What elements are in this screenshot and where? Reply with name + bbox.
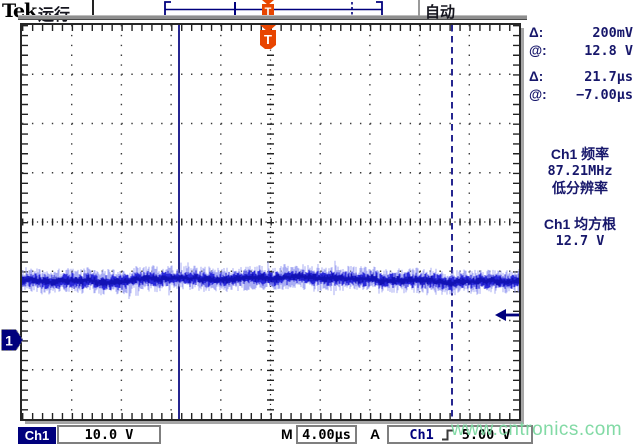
cursor-delta-t-value: 21.7µs (584, 69, 633, 85)
measurement-title: Ch1 均方根 (543, 216, 617, 232)
measurement-value: 87.21MHz (547, 163, 613, 179)
svg-text:T: T (265, 6, 272, 18)
watermark-text: www.cntronics.com (451, 419, 623, 440)
main-timebase-label: M (281, 426, 293, 442)
trigger-position-flag-icon: T (260, 25, 276, 49)
svg-text:1: 1 (5, 333, 13, 349)
cursor-delta-t-label: Δ: (529, 69, 544, 84)
ch1-volts-per-div-readout: 10.0 V (57, 425, 161, 444)
svg-text:T: T (264, 32, 272, 47)
trigger-mode-readout: 自动 (425, 4, 456, 21)
cursor-delta-v-row: Δ: 200mV (524, 24, 636, 42)
trigger-source: Ch1 (409, 426, 434, 443)
cursor-at-v-value: 12.8 V (584, 43, 633, 59)
cursor-at-v-label: @: (529, 43, 547, 58)
cursor-delta-t-row: Δ: 21.7µs (524, 68, 636, 86)
measurement-value: 12.7 V (555, 233, 605, 249)
measurement-title: Ch1 频率 (550, 146, 610, 162)
ch1-channel-tag: Ch1 (18, 427, 56, 444)
cursor-at-t-value: −7.00µs (576, 87, 633, 103)
trigger-level-value: 5.00 V (461, 426, 511, 443)
ch1-frequency-measurement: Ch1 频率 87.21MHz 低分辨率 (524, 146, 636, 197)
cursor-at-v-row: @: 12.8 V (524, 42, 636, 60)
cursor-delta-v-label: Δ: (529, 25, 544, 40)
trigger-system-label: A (370, 426, 381, 442)
header-divider (92, 0, 94, 15)
acquisition-status: 运行 (38, 1, 70, 25)
header-separator (18, 15, 527, 20)
trigger-level-arrow-icon (495, 309, 519, 321)
rising-edge-slope-icon (441, 429, 454, 440)
waveform-display: T (20, 23, 521, 421)
timebase-readout: 4.00µs (296, 425, 357, 444)
cursor-delta-v-value: 200mV (592, 25, 633, 41)
center-axis-ticks (22, 25, 519, 419)
ch1-rms-measurement: Ch1 均方根 12.7 V (524, 216, 636, 250)
cursor-at-t-row: @: −7.00µs (524, 86, 636, 104)
cursor-at-t-label: @: (529, 87, 547, 102)
trigger-readout: Ch1 5.00 V (387, 425, 533, 444)
header-divider-2 (418, 0, 420, 16)
ch1-ground-marker: 1 (1, 329, 24, 351)
ch1-trace (22, 260, 519, 299)
measurement-qualifier: 低分辨率 (552, 180, 608, 196)
measurement-panel: Δ: 200mV @: 12.8 V Δ: 21.7µs @: −7.00µs … (524, 24, 636, 250)
